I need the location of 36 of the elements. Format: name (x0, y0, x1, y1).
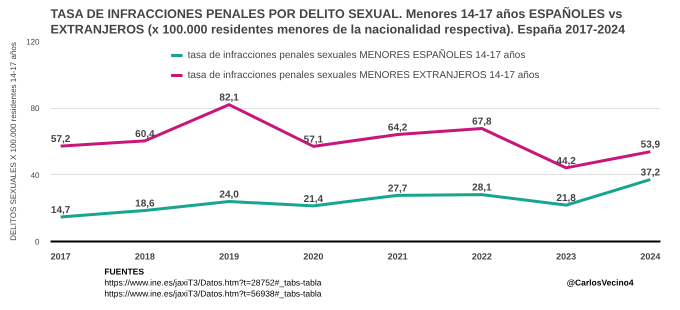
x-tick-label: 2022 (472, 252, 492, 262)
data-label: 67,8 (472, 116, 492, 128)
y-tick-label: 120 (26, 38, 40, 46)
y-tick-label: 40 (30, 170, 40, 180)
data-label: 18,6 (135, 198, 156, 210)
data-label: 14,7 (50, 205, 71, 216)
y-tick-label: 0 (35, 238, 40, 246)
data-label: 24,0 (219, 190, 240, 200)
x-tick-label: 2020 (303, 252, 324, 262)
x-tick-label: 2018 (134, 252, 155, 262)
x-tick-label: 2024 (640, 252, 660, 262)
data-label: 57,2 (50, 134, 71, 146)
legend-label: tasa de infracciones penales sexuales MENORES ESPAÑOLES 14-17 años (188, 49, 526, 61)
text: FUENTES (104, 266, 144, 276)
text: @CarlosVecino4 (566, 278, 634, 288)
data-label: 60,4 (135, 128, 156, 140)
text: https://www.ine.es/jaxiT3/Datos.htm?t=28752#_tabs-tabla (104, 278, 322, 288)
text: https://www.ine.es/jaxiT3/Datos.htm?t=56938#_tabs-tabla (104, 288, 322, 298)
data-label: 57,1 (304, 134, 324, 146)
chart-title: TASA DE INFRACCIONES PENALES POR DELITO SEXUAL. Menores 14-17 años ESPAÑOLES vs EXTRANJEROS (x 100.000 residentes menores de la nacionalidad respectiva). España 2017-2024 (50, 6, 626, 36)
legend-label: tasa de infracciones penales sexuales MENORES EXTRANJEROS 14-17 años (188, 69, 540, 81)
data-label: 21,8 (556, 193, 576, 204)
data-label: 21,4 (304, 194, 324, 205)
data-label: 64,2 (388, 122, 408, 134)
x-tick-label: 2021 (388, 252, 408, 262)
y-tick-label: 80 (30, 104, 40, 114)
data-label: 82,1 (219, 92, 240, 104)
x-tick-label: 2023 (556, 252, 576, 262)
data-label: 27,7 (388, 183, 408, 194)
data-label: 37,2 (640, 168, 661, 178)
data-label: 44,2 (556, 156, 576, 167)
x-tick-label: 2019 (219, 252, 240, 262)
data-label: 53,9 (640, 140, 661, 151)
y-axis-title: DELITOS SEXUALES X 100.000 residentes 14-17 años (9, 42, 18, 241)
data-label: 28,1 (472, 182, 492, 194)
x-tick-label: 2017 (50, 252, 71, 262)
